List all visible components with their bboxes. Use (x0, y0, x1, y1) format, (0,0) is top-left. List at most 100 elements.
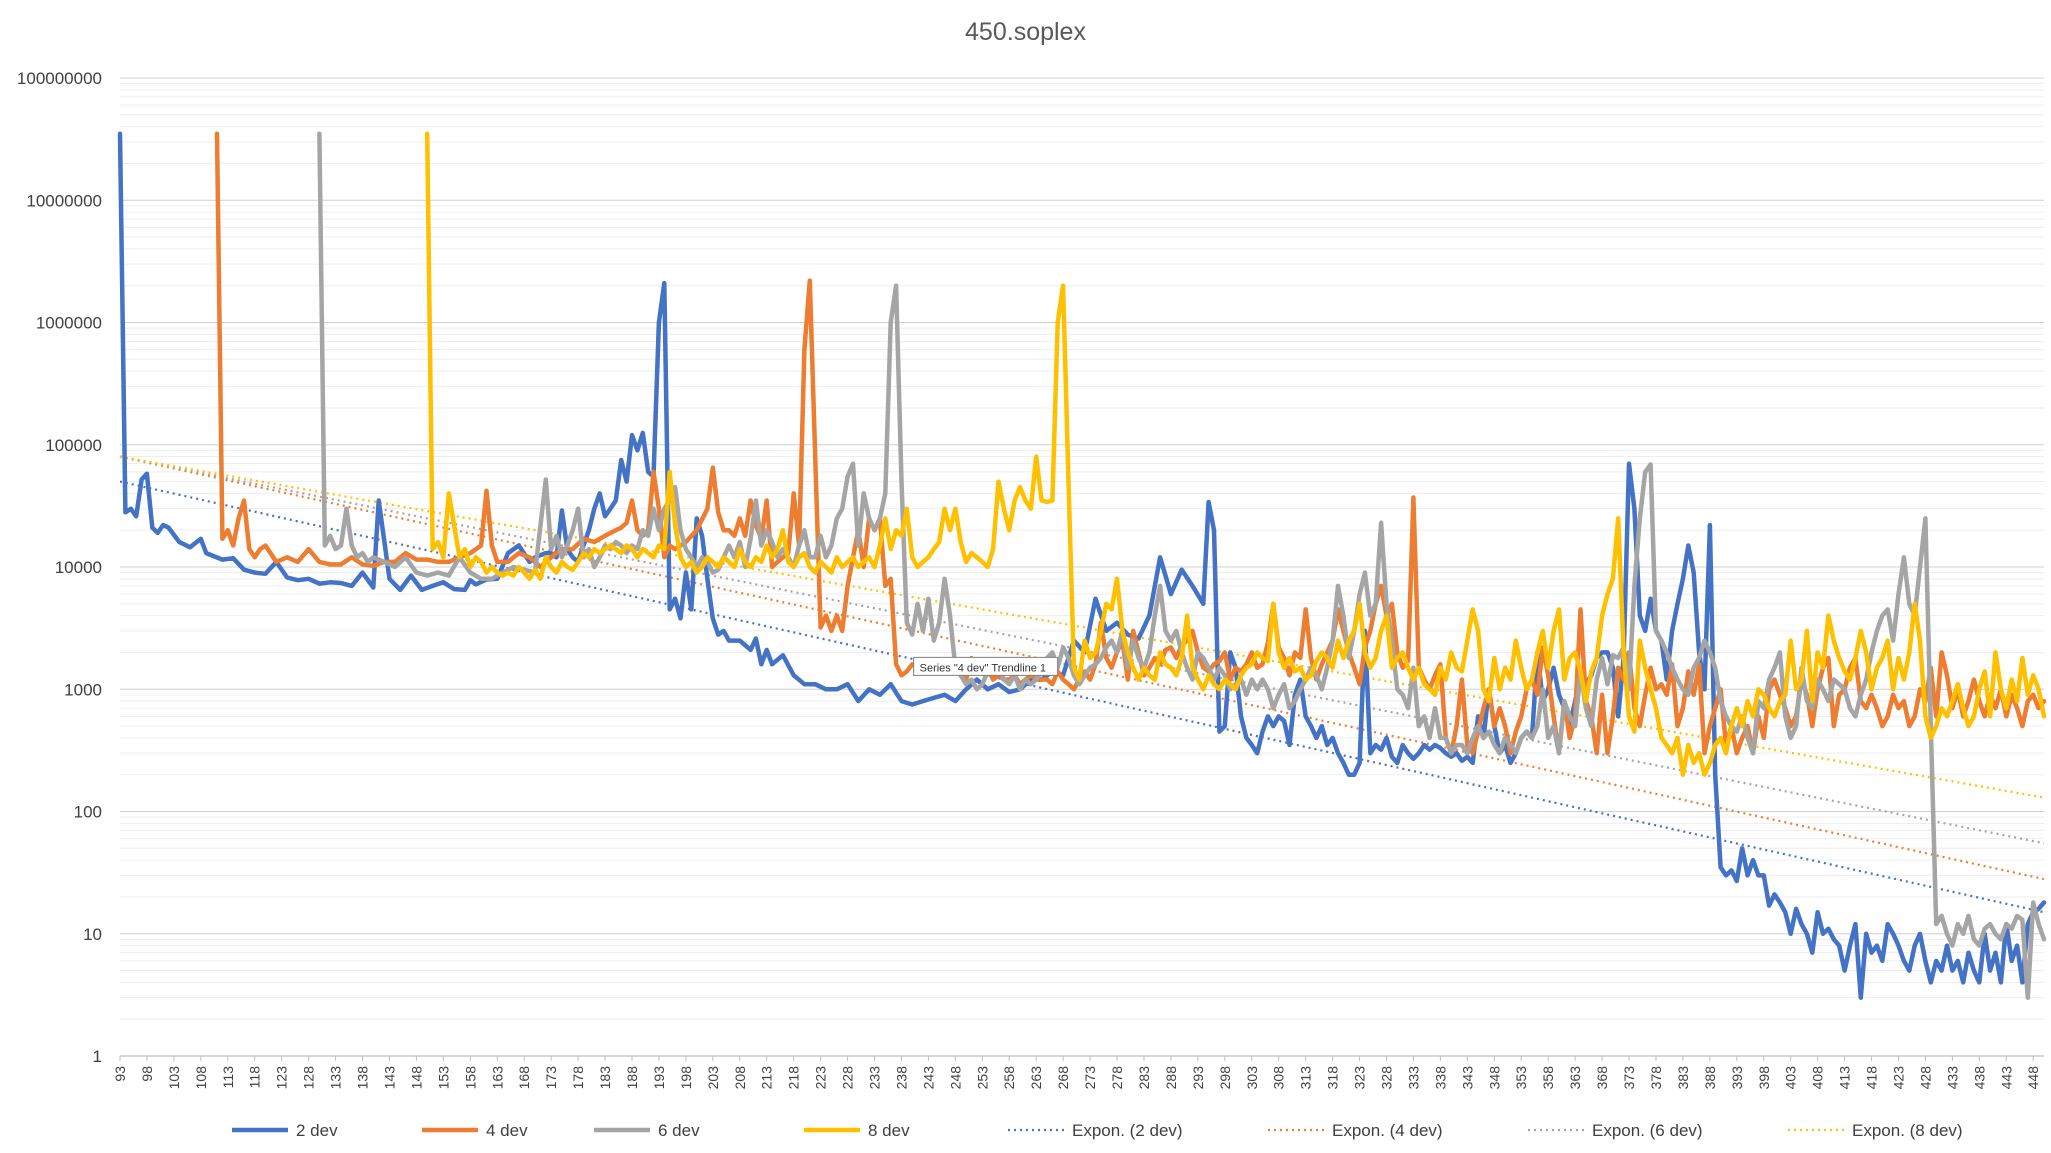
x-tick-label: 413 (1837, 1066, 1853, 1090)
y-tick-label: 10000 (55, 558, 102, 577)
x-tick-label: 298 (1217, 1066, 1233, 1090)
x-tick-label: 248 (947, 1066, 963, 1090)
y-tick-label: 100000000 (17, 69, 102, 88)
x-tick-label: 143 (381, 1066, 397, 1090)
x-tick-label: 213 (759, 1066, 775, 1090)
x-tick-label: 133 (328, 1066, 344, 1090)
x-tick-label: 108 (193, 1066, 209, 1090)
x-tick-label: 123 (274, 1066, 290, 1090)
x-tick-label: 138 (355, 1066, 371, 1090)
x-tick-label: 293 (1190, 1066, 1206, 1090)
x-tick-label: 148 (408, 1066, 424, 1090)
x-tick-label: 418 (1864, 1066, 1880, 1090)
x-tick-label: 258 (1001, 1066, 1017, 1090)
x-tick-label: 273 (1082, 1066, 1098, 1090)
y-tick-label: 100 (74, 803, 102, 822)
x-tick-label: 243 (920, 1066, 936, 1090)
x-tick-label: 253 (974, 1066, 990, 1090)
x-tick-label: 428 (1917, 1066, 1933, 1090)
x-tick-label: 283 (1136, 1066, 1152, 1090)
x-tick-label: 238 (893, 1066, 909, 1090)
x-tick-label: 318 (1325, 1066, 1341, 1090)
x-tick-label: 423 (1890, 1066, 1906, 1090)
x-tick-label: 128 (301, 1066, 317, 1090)
legend-label: 2 dev (296, 1121, 338, 1140)
x-tick-label: 313 (1298, 1066, 1314, 1090)
x-tick-label: 118 (247, 1066, 263, 1089)
x-tick-label: 153 (435, 1066, 451, 1090)
x-tick-label: 308 (1271, 1066, 1287, 1090)
x-tick-label: 378 (1648, 1066, 1664, 1090)
x-tick-label: 158 (462, 1066, 478, 1090)
y-tick-label: 1 (93, 1047, 102, 1066)
x-tick-label: 433 (1944, 1066, 1960, 1090)
chart-title: 450.soplex (965, 18, 1086, 46)
x-tick-label: 338 (1432, 1066, 1448, 1090)
y-tick-label: 100000 (45, 436, 102, 455)
series-line-4-dev (214, 131, 2047, 756)
x-tick-label: 203 (705, 1066, 721, 1090)
legend-label: Expon. (2 dev) (1072, 1121, 1183, 1140)
x-tick-label: 438 (1971, 1066, 1987, 1090)
x-tick-label: 228 (840, 1066, 856, 1090)
series-line-6-dev (317, 131, 2047, 1000)
x-tick-label: 163 (489, 1066, 505, 1090)
legend-item: Expon. (8 dev) (1788, 1121, 1963, 1140)
legend-label: 6 dev (658, 1121, 700, 1140)
x-tick-label: 208 (732, 1066, 748, 1090)
legend-item: 4 dev (422, 1121, 528, 1140)
x-tick-label: 268 (1055, 1066, 1071, 1090)
x-tick-label: 173 (543, 1066, 559, 1090)
legend-item: 8 dev (804, 1121, 910, 1140)
trendline-Expon-2-dev (119, 480, 2045, 914)
x-tick-label: 183 (597, 1066, 613, 1090)
x-tick-label: 398 (1756, 1066, 1772, 1090)
x-tick-label: 343 (1459, 1066, 1475, 1090)
x-tick-label: 368 (1594, 1066, 1610, 1090)
legend-label: 4 dev (486, 1121, 528, 1140)
x-tick-label: 328 (1378, 1066, 1394, 1090)
x-tick-label: 348 (1486, 1066, 1502, 1090)
y-tick-label: 1000 (64, 680, 102, 699)
x-tick-label: 358 (1540, 1066, 1556, 1090)
x-tick-label: 448 (2025, 1066, 2041, 1090)
legend-item: Expon. (2 dev) (1008, 1121, 1183, 1140)
legend-item: 6 dev (594, 1121, 700, 1140)
x-tick-label: 223 (813, 1066, 829, 1090)
legend-label: Expon. (8 dev) (1852, 1121, 1963, 1140)
legend-label: Expon. (4 dev) (1332, 1121, 1443, 1140)
x-tick-label: 443 (1998, 1066, 2014, 1090)
annotation-box (913, 656, 1059, 676)
y-tick-label: 10 (83, 925, 102, 944)
x-tick-label: 278 (1109, 1066, 1125, 1090)
x-tick-label: 93 (112, 1066, 128, 1082)
x-tick-label: 178 (570, 1066, 586, 1090)
x-tick-label: 373 (1621, 1066, 1637, 1090)
x-tick-label: 98 (139, 1066, 155, 1082)
x-tick-label: 333 (1405, 1066, 1421, 1090)
x-tick-label: 403 (1783, 1066, 1799, 1090)
legend-item: 2 dev (232, 1121, 338, 1140)
legend-label: 8 dev (868, 1121, 910, 1140)
x-tick-label: 388 (1702, 1066, 1718, 1090)
x-tick-label: 198 (678, 1066, 694, 1090)
x-tick-label: 218 (786, 1066, 802, 1090)
trendline-Expon-8-dev (119, 455, 2045, 799)
annotation-label: Series "4 dev" Trendline 1 (920, 662, 1046, 674)
x-tick-label: 263 (1028, 1066, 1044, 1090)
x-tick-label: 303 (1244, 1066, 1260, 1090)
legend-item: Expon. (4 dev) (1268, 1121, 1443, 1140)
x-tick-label: 113 (220, 1066, 236, 1089)
x-tick-label: 233 (867, 1066, 883, 1090)
x-tick-label: 188 (624, 1066, 640, 1090)
y-tick-label: 1000000 (36, 314, 102, 333)
x-tick-label: 193 (651, 1066, 667, 1090)
x-tick-label: 288 (1163, 1066, 1179, 1090)
legend-item: Expon. (6 dev) (1528, 1121, 1703, 1140)
legend-label: Expon. (6 dev) (1592, 1121, 1703, 1140)
y-tick-label: 10000000 (26, 191, 102, 210)
x-tick-label: 383 (1675, 1066, 1691, 1090)
series-line-2-dev (117, 131, 2047, 1000)
x-tick-label: 353 (1513, 1066, 1529, 1090)
